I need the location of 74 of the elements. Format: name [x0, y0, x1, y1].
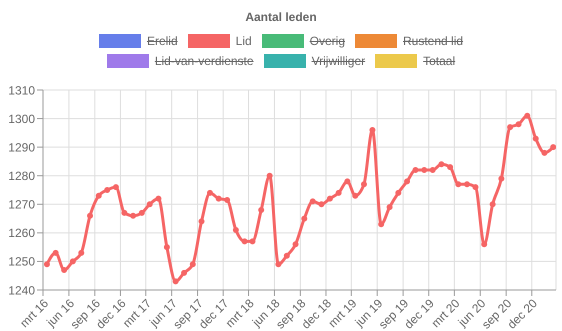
- legend-label: Rustend lid: [403, 34, 464, 48]
- point: [130, 212, 136, 219]
- point: [447, 164, 454, 170]
- point: [249, 238, 256, 244]
- point: [216, 196, 222, 202]
- point: [498, 176, 504, 182]
- point: [352, 192, 358, 199]
- point: [378, 221, 384, 228]
- y-tick-label: 1310: [8, 83, 36, 98]
- point: [516, 121, 522, 128]
- point: [104, 187, 110, 193]
- chart-title: Aantal leden: [244, 9, 318, 26]
- point: [326, 196, 333, 202]
- point: [430, 167, 436, 173]
- y-tick-label: 1300: [8, 112, 36, 126]
- point: [336, 190, 342, 196]
- y-tick-label: 1260: [8, 226, 36, 240]
- point: [275, 261, 282, 268]
- legend-label: Overig: [310, 34, 345, 48]
- point: [344, 178, 350, 184]
- point: [455, 181, 462, 188]
- point: [44, 261, 50, 268]
- y-tick-label: 1280: [8, 168, 36, 183]
- legend-label: Vrijwilliger: [312, 54, 366, 68]
- point: [284, 252, 290, 259]
- point: [78, 250, 84, 256]
- point: [190, 261, 196, 268]
- point: [206, 190, 213, 196]
- point: [550, 144, 556, 150]
- point: [121, 210, 128, 216]
- legend-label: Lid-van-verdienste: [154, 54, 254, 68]
- point: [318, 201, 324, 208]
- y-tick-label: 1250: [8, 254, 36, 269]
- point: [242, 238, 248, 244]
- point: [292, 241, 299, 248]
- point: [386, 204, 393, 210]
- point: [258, 207, 264, 213]
- legend-label: Erelid: [146, 34, 178, 48]
- point: [421, 167, 428, 173]
- point: [310, 198, 316, 204]
- y-tick-label: 1290: [8, 140, 36, 154]
- point: [138, 210, 145, 216]
- point: [155, 196, 162, 202]
- point: [52, 250, 59, 256]
- point: [481, 241, 488, 248]
- point: [96, 192, 102, 199]
- point: [87, 212, 94, 219]
- y-tick-label: 1270: [8, 198, 36, 212]
- point: [232, 227, 239, 233]
- point: [507, 124, 514, 130]
- point: [224, 197, 230, 203]
- point: [172, 278, 179, 284]
- y-tick-label: 1240: [8, 283, 36, 298]
- point: [472, 184, 478, 190]
- point: [360, 181, 367, 188]
- legend-label: Totaal: [423, 54, 456, 68]
- point: [464, 181, 470, 188]
- point: [198, 218, 205, 224]
- point: [490, 201, 496, 208]
- point: [395, 190, 402, 196]
- point: [541, 150, 548, 156]
- point: [61, 267, 68, 273]
- point: [532, 136, 539, 142]
- point: [181, 270, 188, 276]
- point: [70, 258, 76, 264]
- point: [301, 216, 308, 222]
- point: [412, 167, 418, 173]
- point: [112, 184, 119, 190]
- point: [438, 161, 444, 168]
- point: [164, 244, 170, 250]
- legend-label: Lid: [236, 34, 252, 48]
- point: [146, 201, 153, 208]
- point: [404, 178, 410, 184]
- point: [524, 112, 530, 119]
